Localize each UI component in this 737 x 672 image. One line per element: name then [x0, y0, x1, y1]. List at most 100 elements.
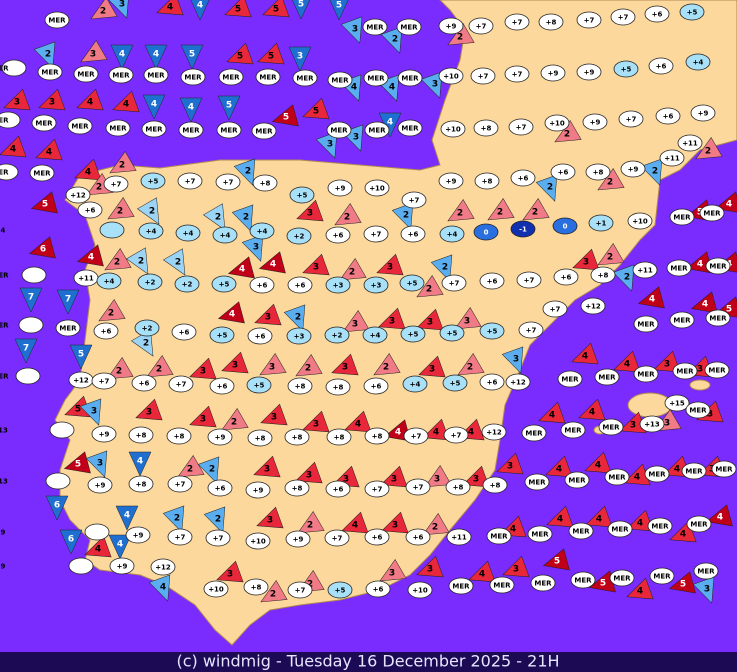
- station-oval: [482, 476, 508, 494]
- station-oval: [474, 172, 500, 190]
- wind-triangle: [295, 354, 323, 377]
- wind-arrow: 2: [380, 26, 403, 54]
- wind-triangle: [142, 94, 166, 120]
- station-oval: [613, 60, 639, 78]
- station-label: +9: [253, 487, 264, 495]
- station-label: MER: [528, 479, 546, 487]
- wind-arrow: 4: [74, 158, 102, 181]
- wind-speed: 2: [100, 7, 106, 17]
- station-label: +9: [446, 23, 457, 31]
- station-label: MER: [145, 126, 163, 134]
- station-label: MER: [602, 424, 620, 432]
- station-label: +10: [208, 586, 224, 594]
- station-oval: [287, 276, 313, 294]
- station-oval: [681, 462, 707, 480]
- wind-triangle: [297, 511, 325, 534]
- station-oval: [582, 113, 608, 131]
- station-oval: [45, 472, 71, 490]
- station-label: MER: [493, 582, 511, 590]
- wind-triangle: [156, 0, 184, 16]
- wind-triangle: [28, 236, 56, 259]
- wind-speed: 4: [167, 3, 173, 13]
- wind-arrow: 3: [79, 398, 102, 426]
- wind-speed: 5: [235, 5, 241, 15]
- wind-arrow: 2: [522, 198, 550, 221]
- wind-speed: 4: [137, 457, 143, 467]
- station-oval: [67, 117, 93, 135]
- wind-triangle: [378, 307, 406, 330]
- wind-speed: 5: [726, 305, 732, 315]
- station-label: +5: [335, 587, 346, 595]
- station-oval: [326, 121, 352, 139]
- wind-arrow: 2: [106, 357, 134, 380]
- wind-arrow: 2: [203, 506, 226, 534]
- wind-arrow: 7: [56, 289, 80, 315]
- station-oval: [362, 326, 388, 344]
- station-oval: [209, 326, 235, 344]
- station-oval: [251, 122, 277, 140]
- wind-speed: 3: [342, 363, 348, 373]
- wind-arrow: 4: [585, 505, 613, 528]
- wind-arrow: 4: [626, 509, 654, 532]
- wind-speed: 5: [336, 1, 342, 11]
- wind-speed: 2: [108, 309, 114, 319]
- wind-triangle: [554, 120, 582, 143]
- wind-speed: 4: [637, 587, 643, 597]
- wind-speed: 3: [630, 421, 636, 431]
- station-oval: [677, 134, 703, 152]
- station-oval: [73, 65, 99, 83]
- wind-arrow: 3: [254, 303, 282, 326]
- station-oval: [470, 67, 496, 85]
- wind-triangle: [56, 289, 80, 315]
- station-label: MER: [41, 69, 59, 77]
- wind-speed: 2: [705, 147, 711, 157]
- wind-speed: 5: [298, 0, 304, 10]
- station-oval: [598, 418, 624, 436]
- wind-speed: 4: [468, 428, 474, 438]
- station-oval: [693, 562, 719, 580]
- station-label: +6: [413, 534, 424, 542]
- station-label: +4: [410, 381, 421, 389]
- wind-triangle: [217, 95, 241, 121]
- station-oval: [448, 577, 474, 595]
- station-label: +6: [217, 383, 228, 391]
- station-label: +4: [0, 227, 5, 235]
- wind-arrow: 4: [546, 505, 574, 528]
- station-oval: [286, 327, 312, 345]
- station-oval: [363, 377, 389, 395]
- wind-triangle: [468, 560, 496, 583]
- wind-triangle: [226, 42, 254, 65]
- wind-triangle: [572, 248, 600, 271]
- wind-speed: 2: [497, 208, 503, 218]
- station-label: +6: [371, 383, 382, 391]
- wind-arrow: 5: [292, 0, 310, 20]
- station-label: MER: [0, 65, 9, 73]
- wind-speed: 3: [267, 516, 273, 526]
- wind-triangle: [302, 97, 330, 120]
- wind-speed: 5: [600, 579, 606, 589]
- station-label: MER: [296, 75, 314, 83]
- wind-triangle: [109, 151, 137, 174]
- wind-speed: 4: [557, 515, 563, 525]
- station-oval: [632, 261, 658, 279]
- station-oval: [292, 69, 318, 87]
- station-label: +1: [596, 220, 607, 228]
- wind-triangle: [329, 0, 349, 21]
- wind-arrow: 4: [571, 342, 599, 365]
- station-oval: [29, 164, 55, 182]
- wind-arrow: 3: [381, 511, 409, 534]
- wind-arrow: 4: [613, 350, 641, 373]
- wind-speed: 3: [427, 318, 433, 328]
- wind-triangle: [585, 505, 613, 528]
- station-oval: [15, 367, 41, 385]
- station-label: MER: [561, 376, 579, 384]
- wind-speed: 4: [10, 145, 16, 155]
- station-oval: [246, 376, 272, 394]
- station-oval: [705, 257, 731, 275]
- station-oval: [287, 581, 313, 599]
- wind-triangle: [296, 199, 324, 222]
- wind-triangle: [334, 203, 362, 226]
- station-label: MER: [598, 374, 616, 382]
- wind-triangle: [262, 0, 290, 18]
- station-oval: [18, 316, 44, 334]
